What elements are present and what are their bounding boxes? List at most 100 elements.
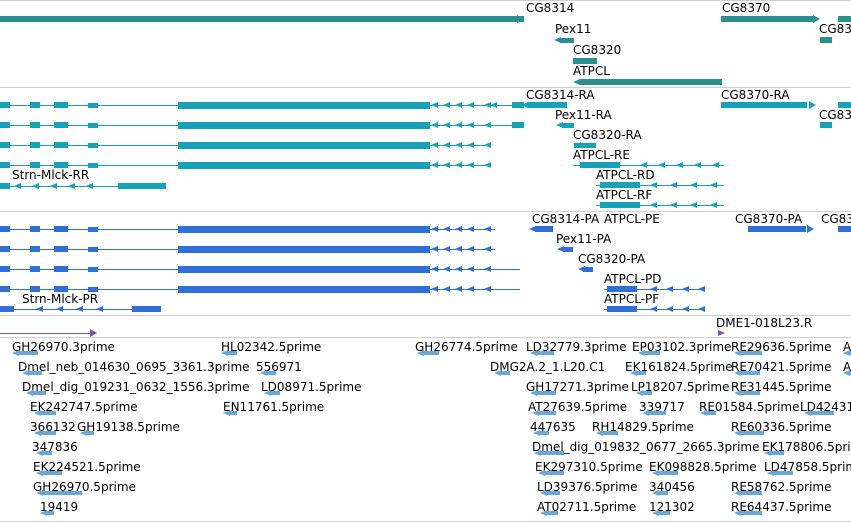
exon-block[interactable]	[740, 391, 760, 395]
exon-block[interactable]	[535, 226, 553, 232]
feature-label[interactable]: CG83	[819, 22, 851, 36]
feature-label[interactable]: RE58762.5prime	[731, 480, 832, 494]
exon-block[interactable]	[42, 471, 62, 475]
exon-block[interactable]	[748, 226, 806, 232]
exon-block[interactable]	[0, 162, 10, 168]
feature-label[interactable]: CG8320	[573, 43, 622, 57]
exon-block[interactable]	[546, 511, 558, 515]
exon-block[interactable]	[573, 58, 597, 64]
feature-label[interactable]: 447635	[530, 420, 576, 434]
exon-block[interactable]	[54, 142, 68, 148]
exon-block[interactable]	[544, 471, 564, 475]
exon-block[interactable]	[574, 143, 596, 148]
exon-block[interactable]	[178, 226, 430, 233]
exon-block[interactable]	[118, 183, 166, 189]
feature-label[interactable]: EN11761.5prime	[223, 400, 325, 414]
exon-block[interactable]	[423, 351, 439, 355]
exon-block[interactable]	[563, 247, 573, 252]
exon-block[interactable]	[820, 37, 832, 43]
feature-label[interactable]: LD08971.5prime	[261, 380, 362, 394]
exon-block[interactable]	[644, 351, 660, 355]
exon-block[interactable]	[538, 411, 556, 415]
feature-label[interactable]: CG8314-PA	[532, 212, 600, 226]
feature-label[interactable]: AT02711.5prime	[537, 500, 637, 514]
exon-block[interactable]	[706, 411, 716, 415]
feature-label[interactable]: ATPCL-RD	[596, 168, 655, 182]
feature-label[interactable]: EP03102.3prime	[632, 340, 732, 354]
exon-block[interactable]	[0, 142, 10, 148]
exon-block[interactable]	[88, 103, 98, 108]
feature-label[interactable]: EK178806.5prime	[762, 440, 851, 454]
exon-block[interactable]	[54, 162, 68, 168]
feature-label[interactable]: EK224521.5prime	[33, 460, 141, 474]
feature-label[interactable]: RE64437.5prime	[731, 500, 832, 514]
feature-label[interactable]: ATPCL-PE	[604, 212, 660, 226]
feature-label[interactable]: LD32779.3prime	[526, 340, 627, 354]
exon-block[interactable]	[30, 266, 40, 272]
exon-block[interactable]	[46, 511, 54, 515]
exon-block[interactable]	[30, 122, 40, 128]
exon-block[interactable]	[86, 431, 94, 435]
feature-label[interactable]: AT27639.5prime	[528, 400, 628, 414]
feature-label[interactable]: Strn-Mlck-RR	[12, 168, 90, 182]
exon-block[interactable]	[0, 246, 10, 252]
feature-label[interactable]: LD42431	[800, 400, 851, 414]
feature-label[interactable]: ATPCL-PF	[604, 292, 660, 306]
feature-label[interactable]: 121302	[649, 500, 695, 514]
exon-block[interactable]	[88, 143, 98, 148]
exon-block[interactable]	[607, 286, 637, 292]
exon-block[interactable]	[810, 411, 834, 415]
exon-block[interactable]	[658, 511, 670, 515]
exon-block[interactable]	[30, 286, 40, 292]
exon-block[interactable]	[30, 142, 40, 148]
feature-label[interactable]: CG8370-PA	[735, 212, 803, 226]
exon-block[interactable]	[740, 491, 762, 495]
exon-block[interactable]	[512, 102, 524, 108]
exon-block[interactable]	[539, 431, 549, 435]
exon-block[interactable]	[658, 491, 668, 495]
feature-label[interactable]: HL02342.5prime	[221, 340, 322, 354]
exon-block[interactable]	[740, 351, 762, 355]
feature-label[interactable]: A	[843, 360, 851, 374]
exon-block[interactable]	[88, 227, 98, 232]
feature-label[interactable]: CG8314	[526, 1, 575, 15]
feature-label[interactable]: GH26774.5prime	[415, 340, 518, 354]
exon-block[interactable]	[0, 122, 10, 128]
feature-label[interactable]: LP18207.5prime	[631, 380, 730, 394]
feature-label[interactable]: 19419	[40, 500, 79, 514]
feature-label[interactable]: CG83	[819, 108, 851, 122]
feature-label[interactable]: EK242747.5prime	[30, 400, 138, 414]
exon-block[interactable]	[536, 351, 554, 355]
feature-label[interactable]: CG83	[821, 212, 851, 226]
exon-block[interactable]	[849, 371, 851, 375]
exon-block[interactable]	[178, 246, 430, 253]
feature-label[interactable]: CG8370-RA	[721, 88, 790, 102]
exon-block[interactable]	[770, 451, 784, 455]
exon-block[interactable]	[0, 226, 10, 232]
feature-label[interactable]: Dmel_neb_014630_0695_3361.3prime	[18, 360, 250, 374]
feature-label[interactable]: ATPCL-RF	[596, 188, 653, 202]
exon-block[interactable]	[0, 183, 10, 189]
exon-block[interactable]	[512, 122, 524, 128]
exon-block[interactable]	[607, 306, 637, 312]
feature-label[interactable]: CG8314-RA	[526, 88, 595, 102]
exon-block[interactable]	[648, 411, 666, 415]
exon-block[interactable]	[178, 162, 430, 169]
feature-label[interactable]: ATPCL-PD	[604, 272, 662, 286]
exon-block[interactable]	[838, 102, 851, 108]
exon-block[interactable]	[88, 267, 98, 272]
exon-block[interactable]	[602, 431, 618, 435]
exon-block[interactable]	[40, 411, 56, 415]
feature-label[interactable]: EK297310.5prime	[535, 460, 643, 474]
exon-block[interactable]	[580, 79, 722, 85]
feature-label[interactable]: 366132	[30, 420, 76, 434]
feature-label[interactable]: Pex11	[555, 22, 592, 36]
exon-block[interactable]	[0, 16, 524, 22]
exon-block[interactable]	[28, 371, 42, 375]
exon-block[interactable]	[583, 267, 593, 272]
exon-block[interactable]	[773, 471, 793, 475]
exon-block[interactable]	[54, 226, 68, 232]
exon-block[interactable]	[54, 286, 68, 292]
exon-block[interactable]	[229, 411, 237, 415]
feature-label[interactable]: 340456	[649, 480, 695, 494]
